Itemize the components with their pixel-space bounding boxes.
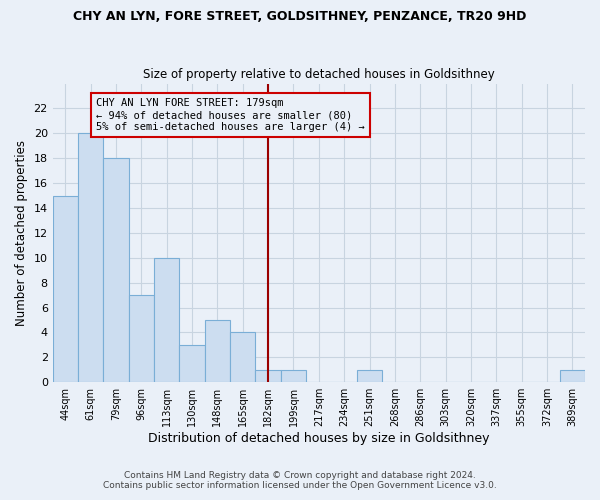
Bar (53, 196, 78, 382)
Bar (230, 332, 256, 382)
Bar (78, 134, 103, 382)
Text: CHY AN LYN FORE STREET: 179sqm
← 94% of detached houses are smaller (80)
5% of s: CHY AN LYN FORE STREET: 179sqm ← 94% of … (96, 98, 365, 132)
Y-axis label: Number of detached properties: Number of detached properties (15, 140, 28, 326)
X-axis label: Distribution of detached houses by size in Goldsithney: Distribution of detached houses by size … (148, 432, 490, 445)
Text: CHY AN LYN, FORE STREET, GOLDSITHNEY, PENZANCE, TR20 9HD: CHY AN LYN, FORE STREET, GOLDSITHNEY, PE… (73, 10, 527, 23)
Bar (256, 370, 281, 382)
Bar (560, 370, 585, 382)
Bar (179, 345, 205, 382)
Bar (281, 370, 306, 382)
Bar (357, 370, 382, 382)
Text: Contains HM Land Registry data © Crown copyright and database right 2024.
Contai: Contains HM Land Registry data © Crown c… (103, 470, 497, 490)
Bar (154, 258, 179, 382)
Bar (205, 320, 230, 382)
Bar (103, 158, 129, 382)
Title: Size of property relative to detached houses in Goldsithney: Size of property relative to detached ho… (143, 68, 495, 81)
Bar (129, 295, 154, 382)
